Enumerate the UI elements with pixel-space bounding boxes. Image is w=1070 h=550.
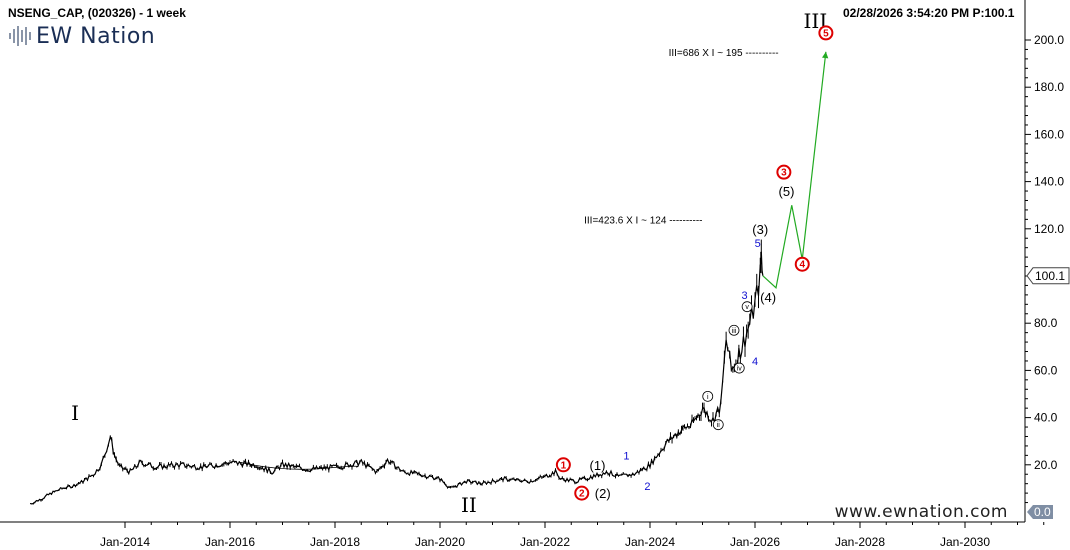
wave-label-intermediate: (3)	[752, 222, 768, 237]
minute-numeral: i	[707, 394, 709, 401]
primary-number: 4	[799, 260, 805, 271]
x-tick-label: Jan-2026	[730, 535, 780, 549]
x-tick-label: Jan-2016	[205, 535, 255, 549]
y-tick-label: 200.0	[1034, 33, 1064, 47]
primary-number: 3	[781, 168, 787, 179]
wave-label-minor: 2	[644, 481, 650, 493]
chart-symbol-title: NSENG_CAP, (020326) - 1 week	[8, 6, 186, 20]
x-tick-label: Jan-2020	[415, 535, 465, 549]
wave-label-intermediate: (4)	[760, 290, 776, 305]
wave-label-intermediate: (5)	[779, 184, 795, 199]
primary-circle	[794, 256, 810, 272]
last-value-tag-box	[1026, 267, 1070, 285]
minute-circle	[702, 390, 714, 402]
y-tick-label: 160.0	[1034, 127, 1064, 141]
wave-label-minute: i	[702, 390, 714, 402]
projection-path	[762, 51, 827, 289]
x-tick-label: Jan-2030	[940, 535, 990, 549]
website-watermark: www.ewnation.com	[834, 502, 1008, 522]
wave-label-degree: I	[71, 401, 79, 425]
primary-number: 5	[823, 28, 829, 39]
x-tick-label: Jan-2018	[310, 535, 360, 549]
wave-label-primary: 4	[794, 256, 810, 272]
target-note: III=686 X I ~ 195 ----------	[669, 48, 779, 59]
x-tick-label: Jan-2028	[835, 535, 885, 549]
wave-label-minute: iii	[728, 324, 740, 336]
wave-label-minor: 3	[741, 290, 747, 302]
minute-circle	[712, 419, 724, 431]
x-tick-label: Jan-2014	[100, 535, 150, 549]
y-tick-label: 20.0	[1034, 458, 1058, 472]
y-tick-label: 60.0	[1034, 363, 1058, 377]
equalizer-bars-icon	[9, 26, 31, 46]
wave-label-minor: 5	[755, 238, 761, 250]
primary-circle	[818, 25, 834, 41]
bottom-value-tag-box	[1027, 505, 1053, 519]
minute-numeral: ii	[717, 422, 721, 429]
bottom-value-tag: 0.0	[1027, 505, 1053, 519]
wave-label-primary: 3	[776, 164, 792, 180]
x-tick-label: Jan-2024	[625, 535, 675, 549]
minute-circle	[741, 301, 753, 313]
wave-label-intermediate: (2)	[595, 486, 611, 501]
last-value-tag: 100.1	[1026, 267, 1070, 285]
minute-circle	[733, 362, 745, 374]
wave-label-primary: 5	[818, 25, 834, 41]
wave-label-primary: 1	[555, 457, 571, 473]
primary-number: 1	[561, 460, 567, 471]
primary-circle	[574, 485, 590, 501]
chart-timestamp: 02/28/2026 3:54:20 PM P:100.1	[843, 6, 1014, 20]
last-value-tag-text: 100.1	[1035, 269, 1065, 283]
logo-text: EW Nation	[36, 23, 156, 49]
projection-series	[762, 51, 829, 289]
wave-label-minute: iv	[733, 362, 745, 374]
ew-nation-logo: EW Nation	[8, 22, 155, 50]
primary-circle	[555, 457, 571, 473]
wave-label-minute: ii	[712, 419, 724, 431]
y-tick-label: 80.0	[1034, 316, 1058, 330]
timestamp-text: 02/28/2026 3:54:20 PM	[843, 6, 970, 20]
wave-labels: III=686 X I ~ 195 ---------- III=423.6 X …	[71, 9, 834, 517]
wave-label-minute: v	[741, 301, 753, 313]
last-price-label: P:100.1	[972, 6, 1015, 20]
wave-label-intermediate: (1)	[590, 458, 606, 473]
price-line	[30, 251, 764, 505]
wave-label-degree: II	[461, 493, 477, 517]
x-tick-label: Jan-2022	[520, 535, 570, 549]
y-tick-label: 40.0	[1034, 411, 1058, 425]
minute-circle	[728, 324, 740, 336]
y-tick-label: 180.0	[1034, 80, 1064, 94]
bottom-value-tag-text: 0.0	[1034, 505, 1051, 519]
wave-label-minor: 4	[752, 356, 758, 368]
wave-label-primary: 2	[574, 485, 590, 501]
minute-numeral: iii	[732, 328, 737, 335]
y-tick-label: 120.0	[1034, 222, 1064, 236]
y-tick-label: 140.0	[1034, 175, 1064, 189]
minute-numeral: v	[745, 304, 749, 311]
trend-arc	[240, 462, 359, 470]
minute-numeral: iv	[737, 366, 743, 373]
target-note: III=423.6 X I ~ 124 ----------	[584, 215, 702, 226]
price-series	[30, 239, 764, 505]
primary-number: 2	[579, 489, 585, 500]
wave-label-minor: 1	[623, 450, 629, 462]
projection-arrowhead	[822, 51, 829, 59]
primary-circle	[776, 164, 792, 180]
